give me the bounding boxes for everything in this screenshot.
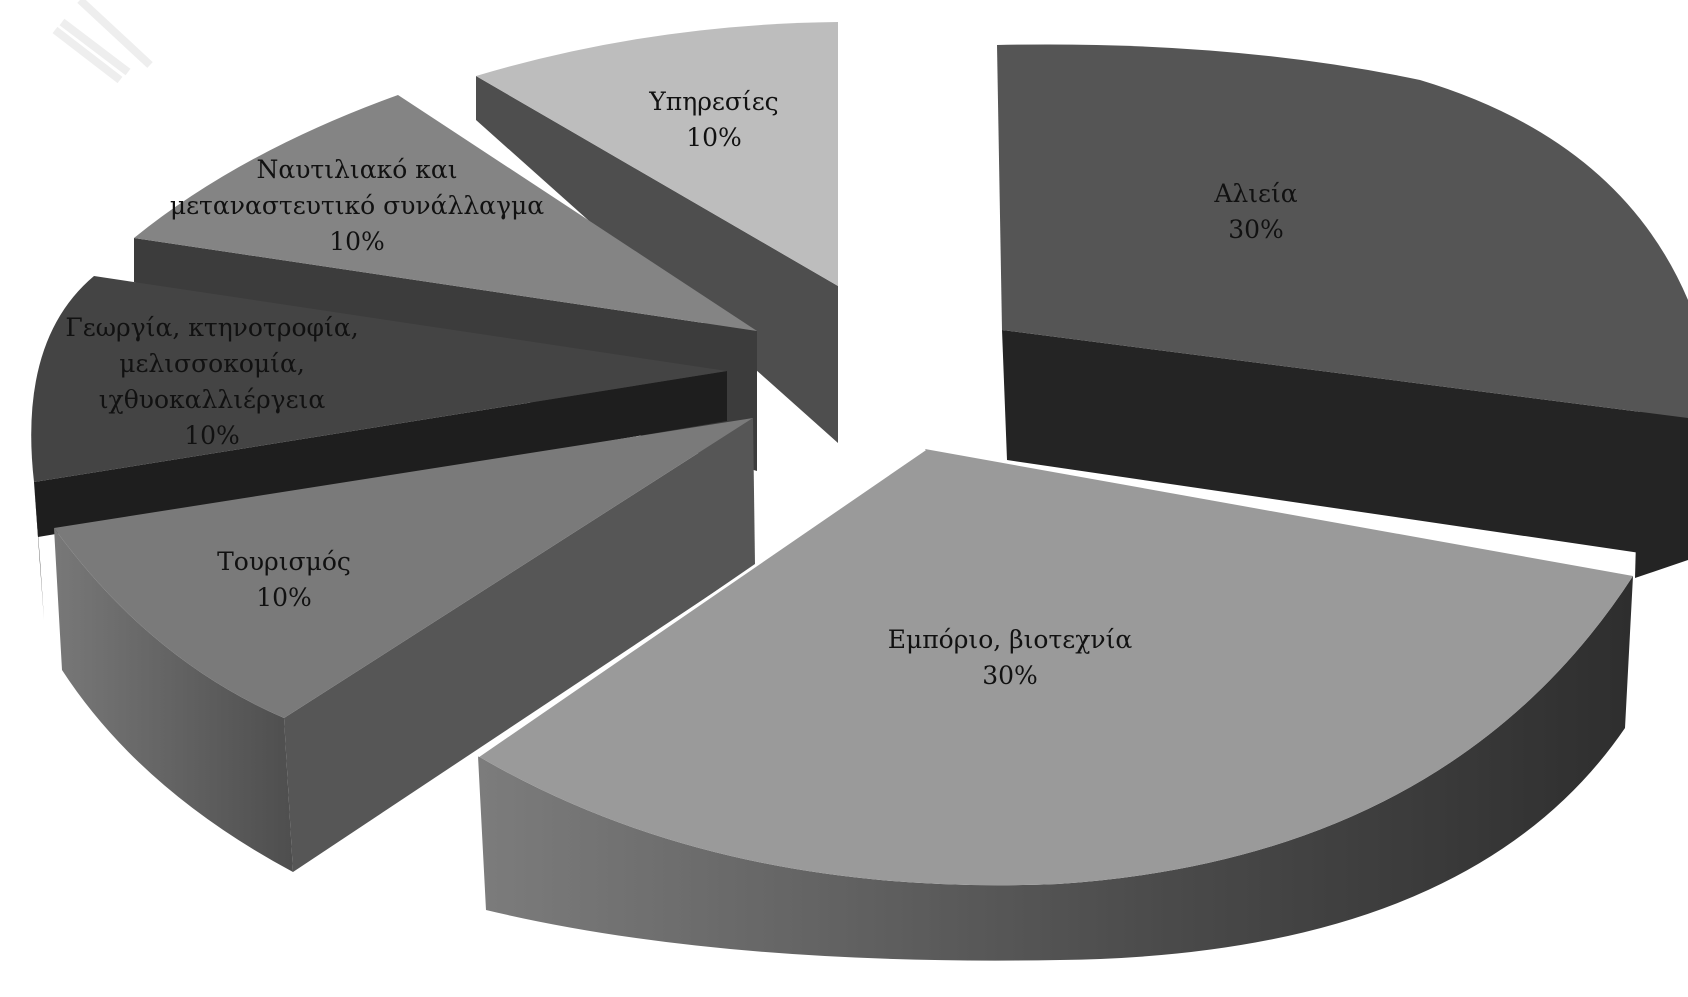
slice-rim [478, 576, 1633, 961]
label-line: μελισσοκομία, [119, 349, 305, 378]
slice-tourismos [54, 418, 755, 872]
slice-side [1635, 395, 1688, 578]
label-line: Υπηρεσίες [648, 87, 778, 116]
slice-label: Εμπόριο, βιοτεχνία 30% [888, 625, 1133, 690]
label-percent: 30% [1228, 215, 1284, 244]
slice-edge-highlight [477, 447, 926, 758]
slice-rim [54, 528, 293, 872]
label-line: Τουρισμός [217, 547, 351, 576]
label-line: ιχθυοκαλλιέργεια [99, 385, 326, 414]
slice-side [34, 371, 727, 537]
slice-label: Αλιεία 30% [1213, 179, 1297, 244]
slice-georgia [31, 276, 727, 620]
slice-label: Γεωργία, κτηνοτροφία, μελισσοκομία, ιχθυοκ… [65, 313, 358, 450]
watermark-fragment [52, 0, 153, 84]
slice-emporio [477, 447, 1633, 961]
label-percent: 10% [184, 421, 240, 450]
slice-label: Υπηρεσίες 10% [648, 87, 778, 152]
slice-top [476, 22, 838, 286]
label-line: Αλιεία [1213, 179, 1297, 208]
slice-side [284, 418, 755, 872]
slice-alieia [997, 44, 1688, 578]
label-line: μεταναστευτικό συνάλλαγμα [170, 191, 544, 220]
label-line: Ναυτιλιακό και [256, 155, 457, 184]
label-line: Γεωργία, κτηνοτροφία, [65, 313, 358, 342]
slice-top [54, 418, 753, 718]
slice-label: Ναυτιλιακό και μεταναστευτικό συνάλλαγμα 1… [170, 155, 544, 256]
slice-top [997, 44, 1688, 418]
label-percent: 10% [686, 123, 742, 152]
label-percent: 10% [329, 227, 385, 256]
slice-label: Τουρισμός 10% [217, 547, 351, 612]
slice-top [31, 276, 727, 482]
slice-side [1002, 330, 1688, 560]
slice-top [134, 95, 757, 331]
label-line: Εμπόριο, βιοτεχνία [888, 625, 1133, 654]
label-percent: 30% [982, 661, 1038, 690]
label-percent: 10% [256, 583, 312, 612]
